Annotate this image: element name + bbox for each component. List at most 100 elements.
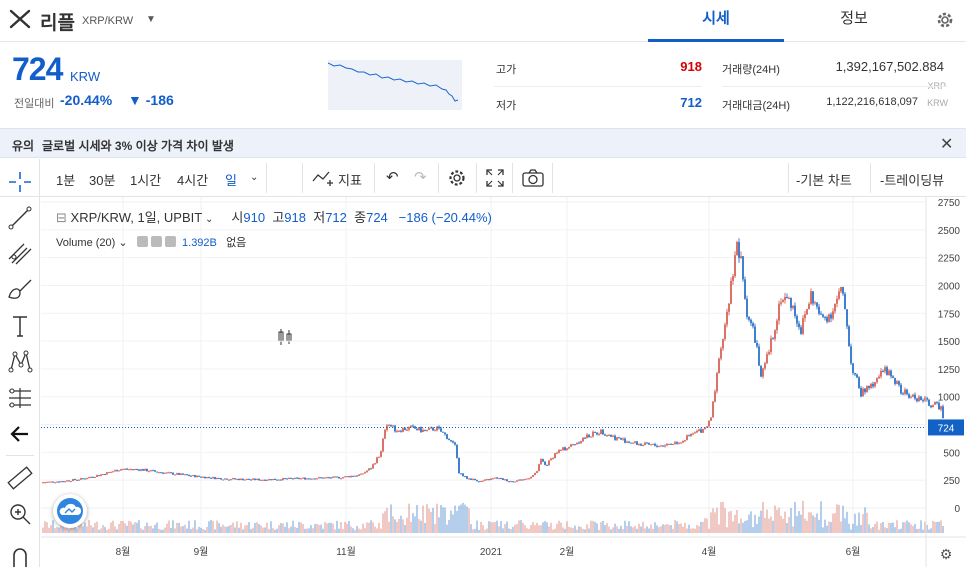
last-price-badge (928, 419, 964, 436)
volume-bar (936, 521, 938, 533)
volume-bar (82, 526, 84, 533)
volume-bar (372, 522, 374, 533)
volume-bar (246, 525, 248, 533)
volume-bar (304, 528, 306, 533)
volume-bar (544, 521, 546, 533)
candle-body (572, 444, 574, 446)
candle-body (664, 445, 666, 447)
collapse-icon[interactable]: ⊟ (56, 210, 67, 225)
volume-bar (666, 524, 668, 533)
volume-bar (934, 521, 936, 533)
volume-bar (708, 528, 710, 533)
candle-body (550, 458, 552, 461)
cloud-save-button[interactable] (53, 494, 87, 528)
eye-icon[interactable] (136, 236, 148, 247)
price-chart[interactable]: 0250500750100012501500175020002250250027… (41, 197, 966, 567)
axis-settings-gear-icon[interactable]: ⚙ (940, 547, 953, 563)
volume-bar (626, 525, 628, 533)
tab-price[interactable]: 시세 (648, 0, 784, 42)
candle-body (220, 478, 222, 480)
camera-icon[interactable] (522, 169, 544, 187)
candle-body (120, 469, 122, 471)
y-tick-label: 2500 (938, 226, 961, 237)
settings-gear-icon[interactable] (934, 9, 956, 31)
candle-body (630, 442, 632, 444)
volume-bar (644, 528, 646, 533)
volume-bar (90, 525, 92, 533)
remove-icon[interactable] (164, 236, 176, 247)
candle-body (896, 381, 898, 384)
coin-select-chevron-down-icon[interactable]: ▼ (146, 14, 156, 25)
text-tool-icon[interactable] (6, 313, 34, 339)
candle-body (484, 479, 486, 481)
volume-bar (164, 527, 166, 533)
volume-chevron-down-icon[interactable]: ⌄ (115, 237, 128, 249)
trend-line-icon[interactable] (6, 205, 34, 231)
interval-1h[interactable]: 1시간 (130, 173, 162, 188)
candle-body (128, 469, 130, 471)
candle-body (280, 479, 282, 481)
volume-bar (818, 519, 820, 533)
close-icon[interactable]: ✕ (940, 136, 954, 153)
ruler-icon[interactable] (6, 465, 34, 491)
interval-1m[interactable]: 1분 (56, 173, 76, 188)
legend-symbol[interactable]: XRP/KRW, 1일, UPBIT (70, 210, 203, 225)
volume-bar (926, 524, 928, 533)
indicators-button[interactable]: 지표 (338, 173, 362, 188)
volume-bar (586, 524, 588, 533)
pattern-tool-icon[interactable] (6, 349, 34, 375)
fullscreen-icon[interactable] (486, 169, 504, 187)
volume-bar (108, 528, 110, 533)
interval-4h[interactable]: 4시간 (177, 173, 209, 188)
zoom-in-icon[interactable] (6, 501, 34, 527)
legend-chevron-down-icon[interactable]: ⌄ (202, 214, 214, 225)
volume-bar (210, 520, 212, 533)
candle-body (416, 428, 418, 431)
volume-bar (206, 526, 208, 533)
volume-bar (366, 522, 368, 533)
volume-bar (470, 524, 472, 533)
candle-body (360, 473, 362, 475)
crosshair-icon[interactable] (6, 169, 34, 195)
undo-icon[interactable]: ↶ (386, 169, 399, 186)
interval-1d[interactable]: 일 (225, 173, 237, 188)
candle-body (574, 444, 576, 446)
candle-body (778, 303, 780, 321)
volume-bar (808, 512, 810, 533)
brush-icon[interactable] (6, 277, 34, 303)
candle-body (514, 481, 516, 483)
volume-bar (376, 528, 378, 533)
interval-30m[interactable]: 30분 (89, 173, 116, 188)
candle-body (726, 311, 728, 325)
volume-name[interactable]: Volume (20) (56, 237, 116, 249)
arrow-left-icon[interactable] (6, 421, 34, 447)
volume-bar (678, 524, 680, 533)
magnet-icon[interactable] (6, 543, 34, 569)
indicators-icon[interactable] (312, 169, 336, 187)
candle-body (474, 478, 476, 481)
volume-bar (290, 526, 292, 533)
volume-bar (676, 521, 678, 533)
candle-body (528, 478, 530, 480)
candle-body (274, 478, 276, 480)
chart-settings-gear-icon[interactable] (447, 168, 467, 188)
candle-body (108, 472, 110, 474)
candle-body (462, 473, 464, 477)
candle-body (342, 477, 344, 479)
volume-bar (914, 523, 916, 533)
y-tick-label: 1750 (938, 309, 961, 320)
redo-icon[interactable]: ↷ (414, 169, 427, 186)
basic-chart-button[interactable]: -기본 차트 (796, 173, 852, 188)
low-value: 712 (680, 95, 702, 110)
candle-body (284, 478, 286, 480)
interval-chevron-down-icon[interactable]: ⌄ (250, 172, 259, 183)
fib-tool-icon[interactable] (6, 241, 34, 267)
candle-body (182, 473, 184, 475)
candle-body (362, 473, 364, 475)
tradingview-button[interactable]: -트레이딩뷰 (880, 173, 945, 188)
measure-tool-icon[interactable] (6, 385, 34, 411)
settings-icon[interactable] (150, 236, 162, 247)
volume-bar (744, 520, 746, 533)
volume-bar (602, 520, 604, 533)
tab-info[interactable]: 정보 (840, 10, 868, 27)
